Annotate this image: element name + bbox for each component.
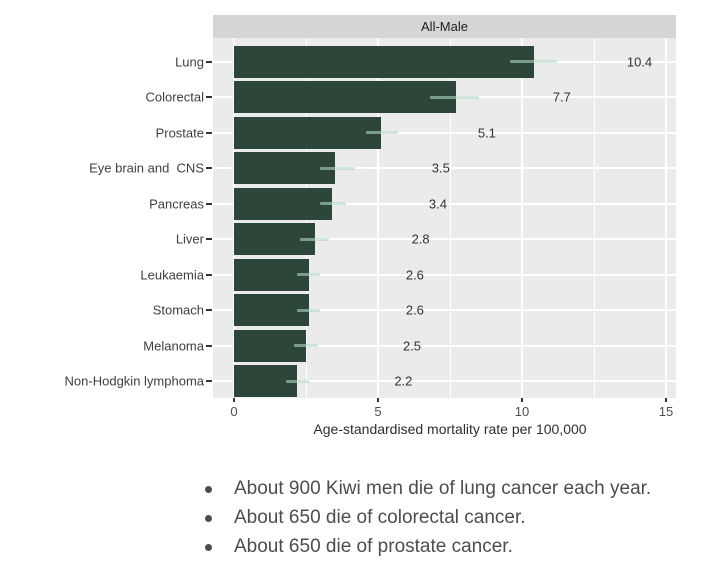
y-tick-mark [206, 273, 212, 276]
y-tick-mark [206, 344, 212, 347]
bar-stomach [234, 294, 309, 326]
facet-strip: All-Male [213, 15, 676, 38]
error-bar [320, 166, 355, 170]
x-tick-label: 5 [374, 404, 382, 419]
y-tick-mark [206, 380, 212, 382]
category-label: Leukaemia [140, 267, 204, 282]
error-bar [297, 273, 321, 276]
gridline-major [665, 38, 667, 398]
bar-leukaemia [234, 258, 309, 291]
value-label: 10.4 [626, 54, 653, 69]
error-bar [510, 60, 557, 63]
plot-panel: 10.4 7.7 5.1 3.5 3.4 2.8 2.6 2.6 2.5 2.2 [213, 38, 676, 398]
facet-strip-label: All-Male [421, 19, 468, 34]
x-axis-title: Age-standardised mortality rate per 100,… [313, 421, 587, 437]
bullet-text: About 900 Kiwi men die of lung cancer ea… [234, 478, 652, 499]
category-label: Pancreas [149, 196, 204, 211]
category-label: Eye brain and CNS [89, 160, 204, 176]
error-bar [285, 379, 309, 383]
gridline-row [213, 202, 676, 205]
x-tick-mark [665, 398, 667, 402]
bullet-text: About 650 die of colorectal cancer. [234, 507, 526, 528]
bullet-item: About 650 die of colorectal cancer. [203, 503, 651, 532]
bullet-dot-icon [205, 486, 212, 493]
value-label: 5.1 [477, 125, 496, 140]
x-tick-mark [377, 398, 379, 402]
value-label: 2.2 [394, 373, 413, 389]
gridline-row [213, 167, 676, 169]
category-label: Stomach [152, 302, 204, 318]
bullet-dot-icon [205, 515, 212, 522]
error-bar [366, 131, 399, 134]
value-label: 3.5 [431, 160, 450, 176]
bullet-item: About 900 Kiwi men die of lung cancer ea… [203, 474, 651, 503]
gridline-row [213, 273, 676, 276]
error-bar [300, 237, 330, 241]
gridline-minor [449, 38, 451, 398]
category-label: Liver [175, 231, 204, 247]
x-tick-label: 0 [230, 404, 238, 419]
bar-colorectal [234, 81, 456, 113]
bullet-item: About 650 die of prostate cancer. [203, 532, 651, 561]
x-tick-mark [521, 398, 523, 402]
error-bar [297, 308, 321, 312]
gridline-row [213, 131, 676, 134]
bar-prostate [234, 116, 381, 149]
category-label: Lung [175, 54, 204, 69]
bar-lung [234, 45, 534, 78]
gridline-row [213, 380, 676, 382]
gridline-row [213, 344, 676, 347]
bar-pancreas [234, 187, 332, 220]
bullet-text: About 650 die of prostate cancer. [234, 536, 513, 557]
y-tick-mark [206, 131, 212, 134]
value-label: 2.6 [405, 302, 424, 318]
x-tick-label: 10 [514, 404, 530, 419]
x-tick-label: 15 [658, 404, 674, 419]
category-label: Colorectal [145, 89, 204, 105]
y-tick-mark [206, 202, 212, 205]
gridline-row [213, 238, 676, 240]
error-bar [429, 95, 479, 99]
value-label: 3.4 [428, 196, 447, 211]
x-tick-mark [233, 398, 235, 402]
value-label: 2.8 [411, 231, 430, 247]
y-tick-mark [206, 96, 212, 98]
y-tick-mark [206, 167, 212, 169]
bullet-notes: About 900 Kiwi men die of lung cancer ea… [203, 474, 651, 561]
error-bar [294, 344, 318, 347]
gridline-row [213, 309, 676, 311]
y-tick-mark [206, 60, 212, 63]
gridline-minor [593, 38, 595, 398]
category-label: Melanoma [143, 338, 204, 353]
y-tick-mark [206, 309, 212, 311]
value-label: 7.7 [552, 89, 571, 105]
bar-eye-brain-and-cns [234, 152, 335, 184]
category-label: Non-Hodgkin lymphoma [64, 373, 204, 389]
gridline-major [521, 38, 523, 398]
category-label: Prostate [155, 125, 204, 140]
bullet-dot-icon [205, 544, 212, 551]
value-label: 2.6 [405, 267, 424, 282]
value-label: 2.5 [402, 338, 422, 353]
gridline-major [377, 38, 379, 398]
bar-melanoma [234, 329, 306, 362]
y-tick-mark [206, 238, 212, 240]
error-bar [320, 202, 347, 205]
